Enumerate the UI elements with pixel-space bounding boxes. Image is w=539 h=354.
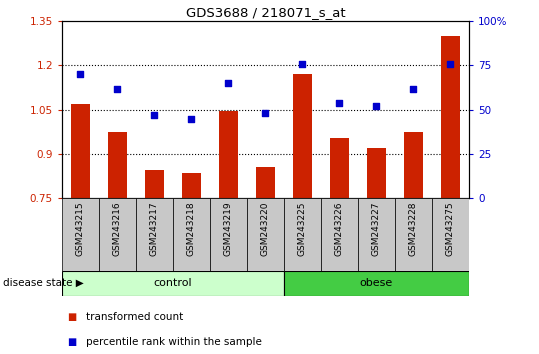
Text: GSM243216: GSM243216 xyxy=(113,202,122,257)
Bar xyxy=(358,198,395,271)
Text: percentile rank within the sample: percentile rank within the sample xyxy=(86,337,262,347)
Point xyxy=(76,72,85,77)
Text: ■: ■ xyxy=(67,337,77,347)
Bar xyxy=(284,271,469,296)
Bar xyxy=(432,198,469,271)
Point xyxy=(261,110,270,116)
Bar xyxy=(219,111,238,198)
Text: obese: obese xyxy=(360,278,393,288)
Point xyxy=(409,86,418,91)
Text: GSM243218: GSM243218 xyxy=(187,202,196,257)
Text: GSM243275: GSM243275 xyxy=(446,202,455,257)
Bar xyxy=(62,198,99,271)
Bar xyxy=(145,170,164,198)
Point xyxy=(298,61,307,67)
Bar xyxy=(247,198,284,271)
Bar xyxy=(293,74,312,198)
Point xyxy=(113,86,122,91)
Bar xyxy=(367,148,386,198)
Bar xyxy=(210,198,247,271)
Text: GSM243219: GSM243219 xyxy=(224,202,233,257)
Bar xyxy=(136,198,173,271)
Bar xyxy=(182,173,201,198)
Text: GSM243225: GSM243225 xyxy=(298,202,307,256)
Title: GDS3688 / 218071_s_at: GDS3688 / 218071_s_at xyxy=(185,6,345,19)
Point xyxy=(150,112,159,118)
Bar xyxy=(330,138,349,198)
Bar xyxy=(173,198,210,271)
Point xyxy=(372,103,381,109)
Text: GSM243227: GSM243227 xyxy=(372,202,381,256)
Bar xyxy=(395,198,432,271)
Text: GSM243217: GSM243217 xyxy=(150,202,159,257)
Bar xyxy=(71,104,89,198)
Text: GSM243215: GSM243215 xyxy=(76,202,85,257)
Text: GSM243228: GSM243228 xyxy=(409,202,418,256)
Text: control: control xyxy=(154,278,192,288)
Bar xyxy=(256,167,275,198)
Text: GSM243220: GSM243220 xyxy=(261,202,270,256)
Point xyxy=(446,61,455,67)
Text: disease state ▶: disease state ▶ xyxy=(3,278,84,288)
Point xyxy=(187,116,196,121)
Text: ■: ■ xyxy=(67,312,77,322)
Bar xyxy=(62,271,284,296)
Bar xyxy=(441,36,460,198)
Text: GSM243226: GSM243226 xyxy=(335,202,344,256)
Bar xyxy=(284,198,321,271)
Point xyxy=(335,100,344,105)
Point xyxy=(224,80,233,86)
Bar xyxy=(99,198,136,271)
Bar xyxy=(108,132,127,198)
Text: transformed count: transformed count xyxy=(86,312,183,322)
Bar xyxy=(404,132,423,198)
Bar xyxy=(321,198,358,271)
